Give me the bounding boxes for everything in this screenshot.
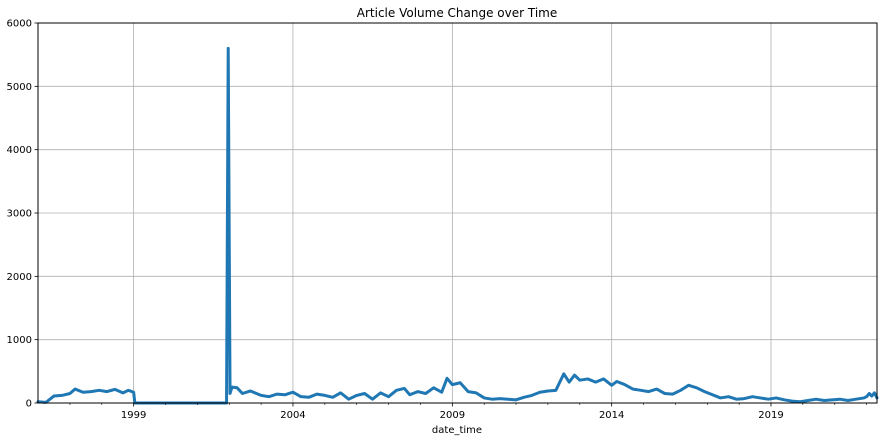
y-tick-label: 1000 bbox=[7, 335, 32, 346]
y-tick-label: 0 bbox=[26, 399, 32, 410]
series-group bbox=[36, 46, 879, 405]
y-tick-label: 3000 bbox=[7, 209, 32, 220]
y-axis: 0 1000 2000 3000 4000 5000 6000 bbox=[7, 19, 38, 410]
y-tick-label: 6000 bbox=[7, 19, 32, 30]
x-tick-label: 2009 bbox=[440, 410, 465, 421]
y-tick-label: 5000 bbox=[7, 82, 32, 93]
x-axis: 1999 2004 2009 2014 2019 bbox=[69, 403, 867, 421]
chart-title: Article Volume Change over Time bbox=[357, 6, 557, 20]
x-tick-label: 2004 bbox=[280, 410, 305, 421]
x-tick-label: 2019 bbox=[758, 410, 783, 421]
x-tick-label: 1999 bbox=[121, 410, 146, 421]
series-line bbox=[36, 46, 879, 405]
x-axis-label: date_time bbox=[432, 425, 482, 436]
y-tick-label: 2000 bbox=[7, 272, 32, 283]
grid bbox=[38, 22, 877, 404]
y-tick-label: 4000 bbox=[7, 145, 32, 156]
x-tick-label: 2014 bbox=[599, 410, 624, 421]
